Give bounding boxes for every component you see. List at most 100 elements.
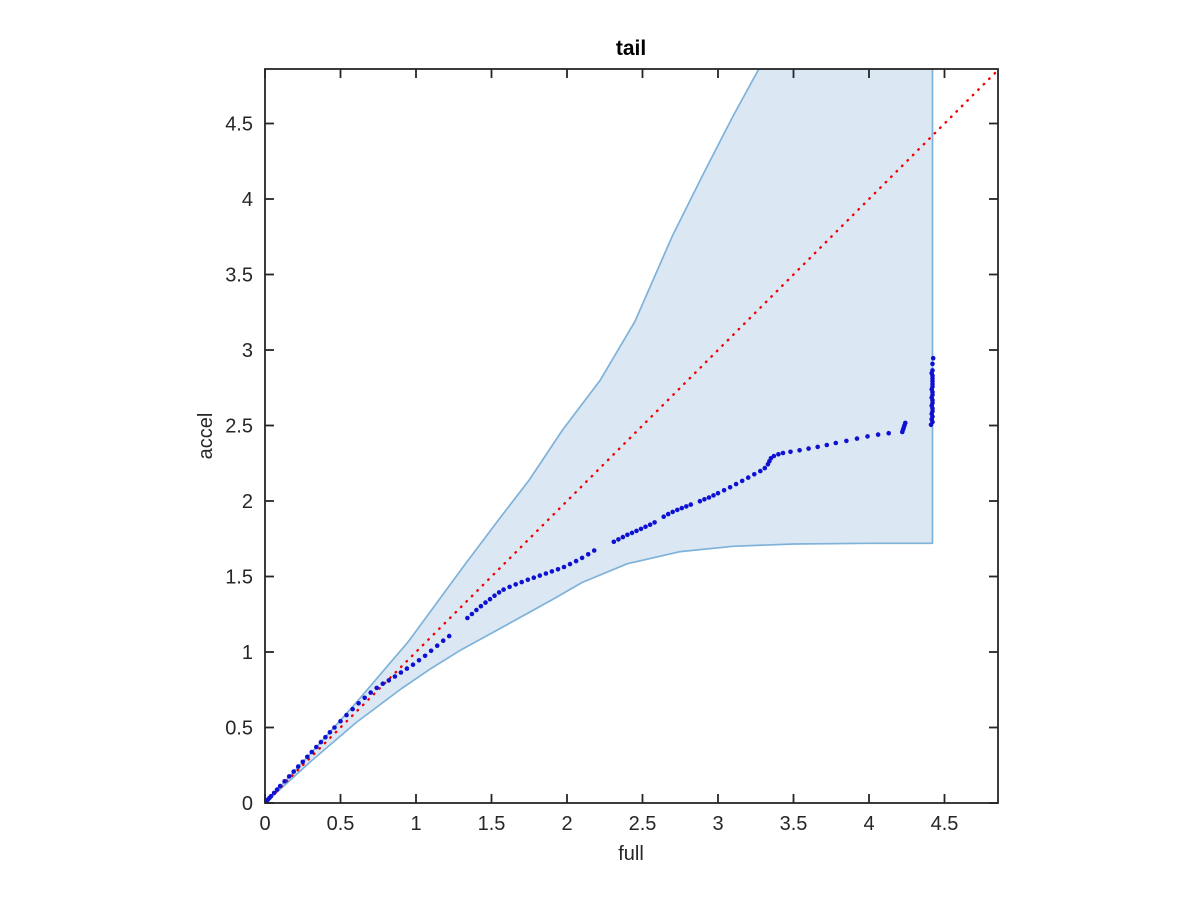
data-point bbox=[428, 648, 434, 654]
data-point bbox=[930, 355, 936, 361]
y-axis-label: accel bbox=[195, 413, 217, 460]
data-point bbox=[496, 590, 502, 595]
data-point bbox=[652, 520, 657, 525]
data-point bbox=[519, 579, 524, 585]
x-tick-label: 4.5 bbox=[931, 813, 959, 835]
data-point bbox=[404, 666, 410, 671]
data-point bbox=[483, 600, 488, 605]
y-tick-label: 0.5 bbox=[225, 718, 253, 740]
y-tick-label: 4 bbox=[242, 189, 253, 211]
data-point bbox=[309, 749, 315, 755]
data-point bbox=[629, 530, 635, 536]
y-tick-label: 0 bbox=[242, 793, 253, 815]
data-point bbox=[727, 485, 733, 490]
data-point bbox=[318, 739, 324, 745]
data-point bbox=[930, 361, 935, 367]
data-point bbox=[567, 561, 573, 567]
data-point bbox=[300, 759, 306, 765]
x-tick-label: 0 bbox=[259, 813, 270, 835]
data-point bbox=[616, 537, 621, 542]
data-point bbox=[638, 526, 644, 532]
data-point bbox=[886, 430, 891, 436]
confidence-band-layer bbox=[265, 69, 934, 803]
x-tick-label: 2.5 bbox=[629, 813, 657, 835]
data-point bbox=[844, 438, 849, 444]
data-point bbox=[268, 793, 274, 799]
data-point bbox=[332, 725, 337, 730]
data-point bbox=[465, 615, 470, 621]
data-point bbox=[295, 764, 301, 769]
x-axis-label: full bbox=[618, 843, 644, 865]
data-point bbox=[688, 502, 694, 507]
data-point bbox=[875, 432, 881, 437]
y-tick-label: 4.5 bbox=[225, 114, 253, 136]
data-point bbox=[665, 511, 671, 517]
data-point bbox=[305, 754, 310, 760]
data-point bbox=[271, 790, 277, 796]
data-point bbox=[661, 514, 666, 519]
data-point bbox=[697, 498, 703, 504]
data-point bbox=[752, 472, 757, 477]
data-point bbox=[702, 497, 707, 502]
data-point bbox=[356, 701, 361, 706]
plot-title: tail bbox=[616, 37, 646, 60]
data-point bbox=[344, 712, 349, 718]
tick-label-layer: 0 0.5 1 1.5 2 2.5 3 3.5 4 4.5 0 0.5 1 1.5 2 2.5 3 3.5 4 4.5 bbox=[225, 114, 958, 836]
data-point bbox=[513, 582, 518, 587]
data-point bbox=[715, 490, 721, 496]
x-tick-label: 0.5 bbox=[327, 813, 355, 835]
y-tick-label: 2.5 bbox=[225, 416, 253, 438]
data-point bbox=[620, 534, 626, 540]
data-point bbox=[422, 653, 428, 659]
data-point bbox=[446, 633, 452, 639]
data-point bbox=[561, 564, 567, 570]
data-point bbox=[314, 744, 319, 750]
data-point bbox=[398, 670, 404, 675]
data-point bbox=[501, 587, 506, 592]
data-point bbox=[806, 446, 811, 451]
data-point bbox=[762, 465, 768, 471]
identity-line-layer bbox=[265, 69, 998, 803]
data-point bbox=[374, 685, 380, 691]
data-point bbox=[684, 504, 689, 509]
data-point bbox=[579, 555, 585, 561]
data-point bbox=[585, 552, 591, 557]
data-point bbox=[739, 478, 745, 484]
data-point bbox=[478, 603, 484, 609]
data-point bbox=[930, 368, 935, 373]
y-tick-label: 1 bbox=[242, 642, 253, 664]
data-point bbox=[706, 495, 712, 500]
data-point bbox=[543, 571, 549, 576]
data-point bbox=[733, 481, 739, 487]
data-point bbox=[410, 662, 416, 667]
data-point bbox=[291, 769, 297, 774]
x-tick-label: 3 bbox=[712, 813, 723, 835]
data-point bbox=[711, 493, 716, 498]
data-point bbox=[643, 524, 648, 530]
data-point bbox=[721, 488, 727, 493]
data-point bbox=[771, 453, 777, 459]
x-tick-label: 1 bbox=[410, 813, 421, 835]
data-point bbox=[797, 448, 802, 453]
data-point bbox=[362, 695, 368, 701]
data-point bbox=[679, 505, 685, 511]
x-tick-label: 2 bbox=[561, 813, 572, 835]
data-point bbox=[780, 450, 786, 456]
data-point bbox=[386, 678, 392, 683]
data-point bbox=[776, 452, 781, 457]
data-point bbox=[274, 787, 280, 792]
data-point bbox=[591, 548, 597, 553]
data-point bbox=[824, 442, 830, 448]
data-point bbox=[327, 730, 333, 735]
axes-layer bbox=[264, 68, 999, 804]
data-point bbox=[531, 575, 537, 580]
data-point bbox=[492, 593, 497, 598]
data-point bbox=[555, 567, 561, 572]
data-point bbox=[788, 449, 793, 455]
data-point bbox=[350, 706, 355, 712]
data-point bbox=[282, 779, 287, 784]
data-point bbox=[634, 528, 639, 534]
data-point bbox=[469, 611, 475, 617]
x-tick-label: 4 bbox=[863, 813, 874, 835]
